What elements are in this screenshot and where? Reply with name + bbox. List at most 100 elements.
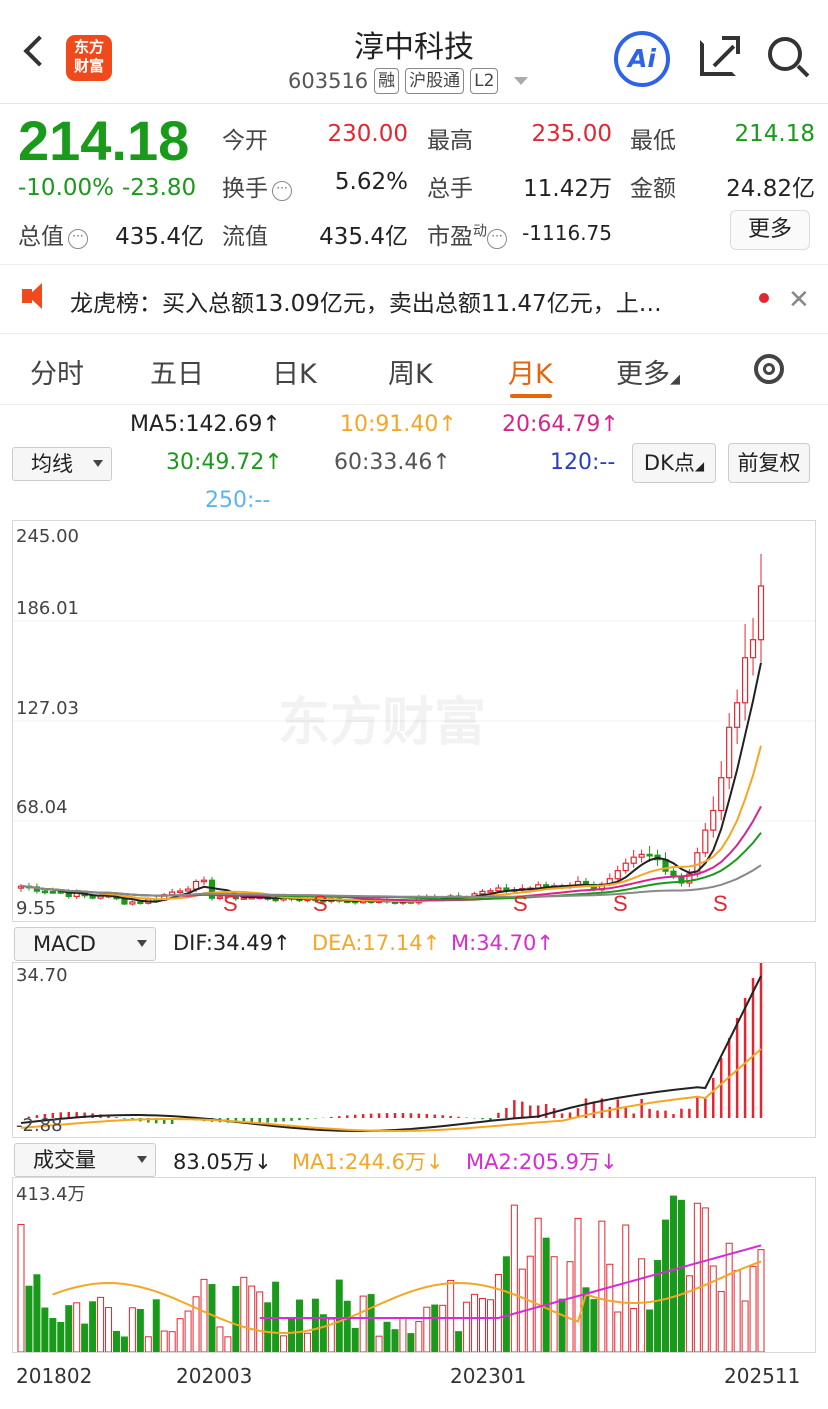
volume-bar — [168, 1331, 176, 1353]
volume-bar — [733, 1270, 741, 1353]
dif-line — [20, 975, 762, 1132]
volume-ma1: MA1:244.6万↓ — [292, 1150, 444, 1174]
macd-dea: DEA:17.14↑ — [312, 931, 441, 955]
candle-body — [177, 890, 184, 894]
volume-bar — [105, 1307, 113, 1353]
volume-selector[interactable]: 成交量 — [14, 1143, 156, 1177]
amount-label: 金额 — [630, 176, 676, 202]
candle-body — [137, 901, 144, 905]
share-arrow-head — [722, 36, 740, 54]
tab-monthly-k[interactable]: 月K — [508, 359, 553, 390]
macd-selector-label: MACD — [33, 932, 96, 956]
tab-five-day[interactable]: 五日 — [150, 359, 204, 390]
volume-bar — [41, 1307, 49, 1353]
more-info-icon[interactable]: ··· — [487, 229, 507, 249]
ma5-label: MA5:142.69↑ — [130, 412, 281, 437]
candle-body — [710, 809, 717, 831]
volume-bar — [232, 1286, 240, 1353]
volume-bar — [463, 1301, 471, 1353]
notice-bar[interactable]: 龙虎榜：买入总额13.09亿元，卖出总额11.47亿元，上… — [0, 264, 828, 334]
ma-selector[interactable]: 均线 — [12, 447, 112, 481]
candle-body — [686, 873, 693, 884]
volume-bar — [757, 1249, 765, 1353]
x-label: 201802 — [16, 1364, 93, 1388]
volume-ma2-line — [259, 1244, 762, 1319]
volume-bar — [677, 1199, 685, 1353]
ma-line — [20, 864, 762, 898]
stock-code: 603516 — [288, 69, 369, 93]
adjust-button[interactable]: 前复权 — [728, 443, 810, 483]
volume-bar — [367, 1294, 375, 1353]
ma250-label: 250:-- — [205, 488, 271, 513]
candle-body — [670, 870, 677, 877]
float-cap-value: 435.4亿 — [319, 224, 408, 250]
volume-bar — [662, 1219, 670, 1353]
sell-signal: S — [223, 891, 238, 916]
volume-ma1-line — [52, 1260, 762, 1335]
pe-sup: 动 — [473, 223, 487, 240]
volume-bar — [288, 1317, 296, 1353]
volume-bar — [526, 1255, 534, 1353]
share-box-icon — [700, 40, 736, 76]
tab-more[interactable]: 更多◢ — [616, 352, 680, 391]
candle-body — [614, 870, 621, 880]
low-label: 最低 — [630, 128, 676, 154]
candle-body — [726, 726, 733, 779]
candle-body — [129, 901, 136, 905]
more-info-icon[interactable]: ··· — [68, 229, 88, 249]
dk-point-button[interactable]: DK点◢ — [632, 443, 716, 483]
volume-bar — [542, 1237, 550, 1353]
stock-code-row[interactable]: 603516 融 沪股通 L2 — [288, 68, 529, 94]
gear-hub — [763, 363, 775, 375]
volume-chart[interactable] — [12, 1177, 816, 1353]
chevron-down-icon[interactable] — [514, 77, 529, 85]
candle-body — [216, 896, 224, 900]
volume-bar — [510, 1204, 518, 1353]
market-cap-label[interactable]: 总值 ··· — [18, 217, 88, 251]
macd-chart[interactable] — [12, 962, 816, 1138]
candle-body — [718, 777, 725, 812]
volume-bar — [622, 1224, 630, 1353]
volume-bar — [685, 1275, 693, 1353]
ai-assistant-button[interactable]: Ai — [614, 31, 670, 87]
volume-bar — [280, 1335, 288, 1353]
volume-bar — [399, 1316, 407, 1353]
close-icon[interactable]: ✕ — [788, 285, 810, 315]
caret-icon: ◢ — [694, 459, 705, 473]
ma120-label: 120:-- — [550, 450, 616, 475]
volume-bar — [439, 1304, 447, 1353]
market-cap-value: 435.4亿 — [115, 224, 204, 250]
volume-bar — [375, 1335, 383, 1353]
volume-bar — [144, 1336, 152, 1353]
volume-bar — [224, 1336, 232, 1353]
tab-intraday[interactable]: 分时 — [30, 359, 84, 390]
volume-bar — [303, 1332, 311, 1353]
speaker-icon — [22, 289, 32, 303]
volume-bar — [216, 1326, 224, 1353]
tab-weekly-k[interactable]: 周K — [388, 359, 433, 390]
pe-label[interactable]: 市盈动 ··· — [427, 217, 507, 251]
candle-body — [49, 890, 56, 894]
volume-svg — [17, 1195, 765, 1353]
volume-bar — [200, 1278, 208, 1353]
candle-body — [646, 853, 653, 857]
sell-signal: S — [513, 891, 528, 916]
volume-bar — [479, 1297, 487, 1353]
tab-daily-k[interactable]: 日K — [272, 359, 317, 390]
volume-bar — [455, 1331, 463, 1353]
macd-selector[interactable]: MACD — [14, 927, 156, 961]
candle-body — [543, 884, 550, 888]
more-button[interactable]: 更多 — [730, 210, 810, 250]
volume-bar — [65, 1305, 73, 1353]
volume-bar — [502, 1256, 510, 1353]
volume-bar — [558, 1298, 566, 1353]
volume-bar — [630, 1308, 638, 1353]
turnover-label-text: 换手 — [222, 176, 268, 202]
volume-bar — [494, 1274, 502, 1353]
volume-bar — [566, 1261, 574, 1353]
ma-line — [20, 832, 762, 901]
more-info-icon[interactable]: ··· — [272, 181, 292, 201]
turnover-label[interactable]: 换手 ··· — [222, 169, 292, 203]
volume-bar — [33, 1274, 41, 1353]
